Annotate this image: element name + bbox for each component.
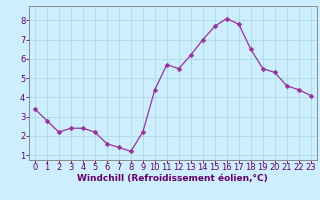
X-axis label: Windchill (Refroidissement éolien,°C): Windchill (Refroidissement éolien,°C) — [77, 174, 268, 183]
